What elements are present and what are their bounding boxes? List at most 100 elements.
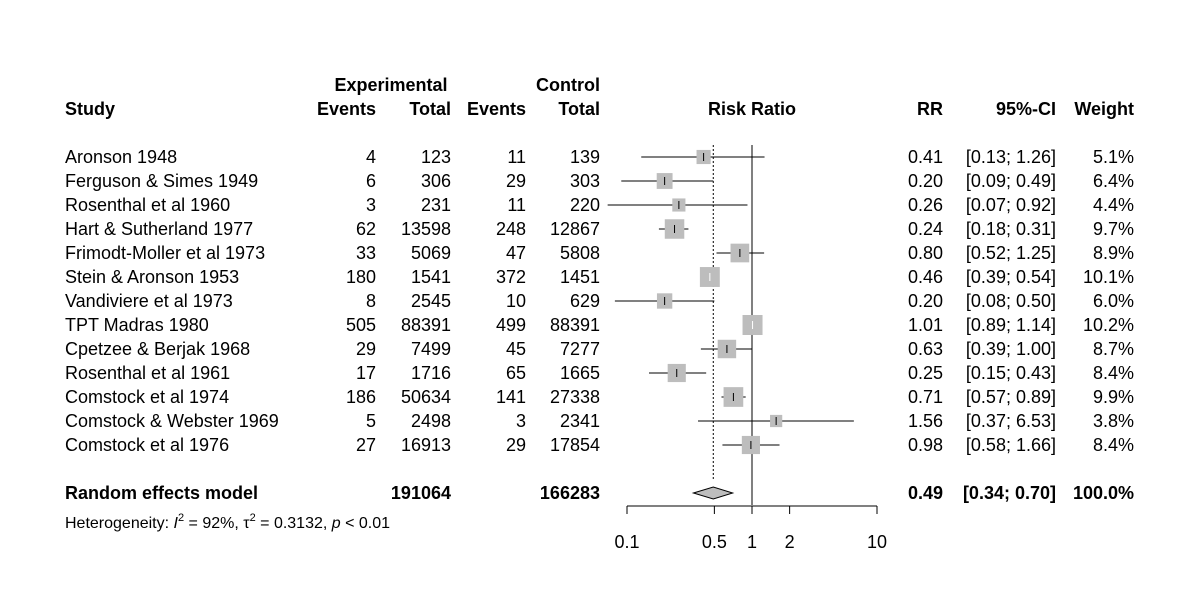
study-weight: 8.9% [1092,243,1134,263]
study-ci: [0.08; 0.50] [965,291,1056,311]
pooled-rr: 0.49 [907,483,943,503]
pooled-ci: [0.34; 0.70] [962,483,1056,503]
header-study: Study [65,99,116,119]
exp-total: 50634 [400,387,451,407]
pooled-diamond [691,486,735,500]
study-name: Ferguson & Simes 1949 [65,171,259,191]
study-weight: 6.0% [1092,291,1134,311]
exp-total: 2498 [410,411,451,431]
exp-events: 29 [355,339,376,359]
ctrl-total: 1665 [559,363,600,383]
ctrl-total: 17854 [549,435,600,455]
het-i2-value: = 92%, [184,515,244,532]
het-p-symbol: p [331,515,341,532]
study-name: Vandiviere et al 1973 [65,291,233,311]
exp-total: 2545 [410,291,451,311]
study-weight: 9.9% [1092,387,1134,407]
exp-total: 231 [420,195,451,215]
study-rr: 0.24 [907,219,943,239]
exp-events: 17 [355,363,376,383]
ctrl-total: 5808 [559,243,600,263]
study-ci: [0.58; 1.66] [965,435,1056,455]
study-weight: 8.4% [1092,363,1134,383]
study-rr: 0.71 [907,387,943,407]
study-weight: 9.7% [1092,219,1134,239]
study-rr: 0.20 [907,291,943,311]
exp-events: 6 [365,171,376,191]
study-ci: [0.89; 1.14] [965,315,1056,335]
header-exp-events: Events [316,99,376,119]
study-ci: [0.52; 1.25] [965,243,1056,263]
header-ci: 95%-CI [995,99,1056,119]
axis-tick-label: 2 [784,532,795,552]
exp-total: 5069 [410,243,451,263]
study-rr: 0.20 [907,171,943,191]
exp-events: 8 [365,291,376,311]
ctrl-events: 372 [495,267,526,287]
study-weight: 10.2% [1082,315,1134,335]
exp-total: 16913 [400,435,451,455]
het-tau-symbol: τ [243,515,250,532]
study-weight: 8.7% [1092,339,1134,359]
ctrl-total: 12867 [549,219,600,239]
exp-total: 13598 [400,219,451,239]
study-rr: 0.80 [907,243,943,263]
exp-total: 123 [420,147,451,167]
study-rr: 0.26 [907,195,943,215]
ctrl-total: 88391 [549,315,600,335]
study-ci: [0.07; 0.92] [965,195,1056,215]
study-weight: 8.4% [1092,435,1134,455]
ctrl-events: 499 [495,315,526,335]
axis-tick-label: 1 [746,532,757,552]
ctrl-events: 29 [505,171,526,191]
ctrl-events: 10 [505,291,526,311]
header-rr: RR [917,99,943,119]
study-weight: 5.1% [1092,147,1134,167]
study-name: Hart & Sutherland 1977 [65,219,254,239]
study-name: Frimodt-Moller et al 1973 [65,243,266,263]
ctrl-total: 139 [569,147,600,167]
axis-tick-label: 0.1 [614,532,640,552]
exp-events: 62 [355,219,376,239]
study-weight: 10.1% [1082,267,1134,287]
het-p-value: < 0.01 [340,515,391,532]
ctrl-events: 29 [505,435,526,455]
ctrl-events: 248 [495,219,526,239]
ctrl-total: 220 [569,195,600,215]
study-ci: [0.15; 0.43] [965,363,1056,383]
study-name: Comstock et al 1976 [65,435,230,455]
ctrl-events: 141 [495,387,526,407]
ctrl-events: 47 [505,243,526,263]
study-ci: [0.13; 1.26] [965,147,1056,167]
study-rr: 0.46 [907,267,943,287]
header-exp-total: Total [409,99,451,119]
het-tau-sup: 2 [249,512,256,524]
axis-tick-label: 10 [866,532,888,552]
exp-events: 3 [365,195,376,215]
het-label: Heterogeneity: [65,515,174,532]
ctrl-total: 629 [569,291,600,311]
ctrl-events: 3 [515,411,526,431]
study-weight: 3.8% [1092,411,1134,431]
study-ci: [0.18; 0.31] [965,219,1056,239]
chart-title: Risk Ratio [707,99,797,119]
ctrl-total: 2341 [559,411,600,431]
header-experimental: Experimental [334,75,448,95]
ctrl-total: 303 [569,171,600,191]
study-rr: 1.56 [907,411,943,431]
header-ctrl-events: Events [466,99,526,119]
study-weight: 6.4% [1092,171,1134,191]
exp-events: 27 [355,435,376,455]
study-rr: 0.63 [907,339,943,359]
study-ci: [0.57; 0.89] [965,387,1056,407]
exp-total: 1716 [410,363,451,383]
ctrl-events: 65 [505,363,526,383]
study-name: Stein & Aronson 1953 [65,267,240,287]
study-ci: [0.09; 0.49] [965,171,1056,191]
ctrl-events: 11 [507,195,526,215]
het-i2-sup: 2 [177,512,185,524]
study-name: Rosenthal et al 1960 [65,195,231,215]
ctrl-events: 11 [507,147,526,167]
study-rr: 0.25 [907,363,943,383]
